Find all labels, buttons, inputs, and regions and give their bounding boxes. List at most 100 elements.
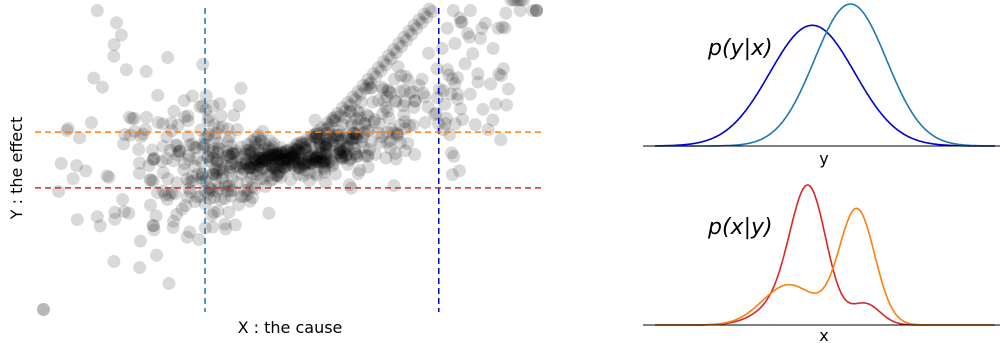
scatter-point xyxy=(244,157,258,171)
scatter-point xyxy=(156,139,170,153)
scatter-point xyxy=(403,85,417,99)
scatter-point xyxy=(166,154,180,168)
scatter-point xyxy=(489,97,503,111)
scatter-point xyxy=(463,87,477,101)
scatter-point xyxy=(319,145,333,159)
scatter-point xyxy=(249,160,263,174)
scatter-point xyxy=(275,157,289,171)
scatter-point xyxy=(475,21,489,35)
scatter-point xyxy=(170,207,184,221)
scatter-point xyxy=(257,143,271,157)
scatter-point xyxy=(346,136,360,150)
scatter-point xyxy=(339,148,353,162)
scatter-point xyxy=(401,137,415,151)
scatter-point xyxy=(369,70,383,84)
scatter-point xyxy=(207,205,221,219)
scatter-point xyxy=(161,172,175,186)
scatter-point xyxy=(132,166,146,180)
scatter-point xyxy=(301,150,315,164)
scatter-point xyxy=(500,98,514,112)
scatter-point xyxy=(269,168,283,182)
scatter-point xyxy=(261,161,275,175)
scatter-point xyxy=(265,143,279,157)
scatter-point xyxy=(264,148,278,162)
scatter-point xyxy=(183,175,197,189)
scatter-point xyxy=(206,145,220,159)
scatter-point xyxy=(213,163,227,177)
scatter-point xyxy=(348,142,362,156)
scatter-point xyxy=(240,175,254,189)
scatter-point xyxy=(397,108,411,122)
scatter-point xyxy=(357,126,371,140)
scatter-point xyxy=(252,155,266,169)
scatter-point xyxy=(227,108,241,122)
scatter-point xyxy=(408,147,422,161)
scatter-point xyxy=(108,205,122,219)
scatter-point xyxy=(326,114,340,128)
scatter-point xyxy=(399,69,413,83)
scatter-point xyxy=(366,67,380,81)
scatter-point xyxy=(338,143,352,157)
scatter-point xyxy=(326,134,340,148)
scatter-point xyxy=(350,130,364,144)
scatter-point xyxy=(406,85,420,99)
scatter-point xyxy=(194,123,208,137)
scatter-point xyxy=(367,115,381,129)
scatter-point xyxy=(102,170,116,184)
scatter-point xyxy=(331,128,345,142)
scatter-point xyxy=(342,178,356,192)
scatter-point xyxy=(479,16,492,30)
scatter-point xyxy=(222,179,236,193)
scatter-point xyxy=(453,11,467,25)
scatter-point xyxy=(300,132,314,146)
scatter-point xyxy=(222,148,236,162)
scatter-point xyxy=(372,117,386,131)
scatter-point xyxy=(295,146,309,160)
scatter-point xyxy=(223,161,237,175)
x-axis-label-x: x xyxy=(819,326,828,343)
scatter-point xyxy=(397,30,411,44)
scatter-point xyxy=(241,137,255,151)
scatter-point xyxy=(356,130,370,144)
scatter-point xyxy=(336,145,350,159)
scatter-point xyxy=(362,123,376,137)
scatter-point xyxy=(199,89,213,103)
scatter-point xyxy=(364,76,378,90)
scatter-point xyxy=(269,148,283,162)
scatter-point xyxy=(251,159,265,173)
scatter-point xyxy=(287,142,301,156)
scatter-point xyxy=(207,142,220,156)
scatter-point xyxy=(398,115,412,129)
scatter-point xyxy=(387,72,401,86)
scatter-point xyxy=(391,60,405,74)
scatter-point xyxy=(272,153,286,167)
scatter-point xyxy=(358,117,372,131)
scatter-point xyxy=(313,140,327,154)
scatter-point xyxy=(52,184,66,198)
scatter-point xyxy=(350,149,364,163)
scatter-point xyxy=(361,160,375,174)
scatter-point xyxy=(341,96,355,110)
scatter-point xyxy=(295,135,309,149)
scatter-point xyxy=(530,4,543,18)
scatter-point xyxy=(289,155,303,169)
scatter-point xyxy=(445,72,459,86)
density-curve-0 xyxy=(655,24,995,147)
scatter-point xyxy=(309,130,323,144)
scatter-point xyxy=(206,151,220,165)
scatter-point xyxy=(438,97,452,111)
scatter-point xyxy=(372,126,386,140)
scatter-point xyxy=(371,61,385,75)
scatter-point xyxy=(294,147,308,161)
scatter-point xyxy=(322,126,336,140)
scatter-point xyxy=(354,95,368,109)
scatter-point xyxy=(302,155,316,169)
scatter-point xyxy=(450,92,464,106)
scatter-point xyxy=(266,149,280,163)
scatter-point xyxy=(295,153,309,167)
scatter-point xyxy=(377,94,391,108)
scatter-point xyxy=(214,109,228,123)
scatter-point xyxy=(298,163,312,177)
x-axis-label: X : the cause xyxy=(238,318,343,337)
scatter-point xyxy=(376,82,390,96)
